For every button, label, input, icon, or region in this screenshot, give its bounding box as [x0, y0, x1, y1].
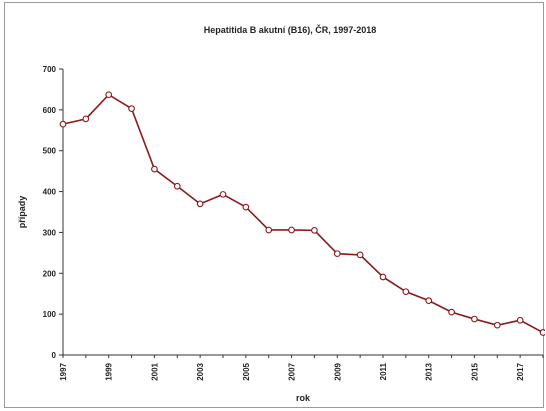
y-tick-label: 700 [43, 65, 57, 74]
data-point [59, 120, 67, 128]
chart-frame: Hepatitida B akutní (B16), ČR, 1997-2018… [4, 2, 545, 408]
data-point [196, 200, 204, 208]
data-point [379, 273, 387, 281]
data-point [288, 226, 295, 234]
y-tick-label: 400 [43, 188, 57, 197]
data-point [151, 165, 158, 173]
y-tick-label: 0 [52, 351, 57, 360]
x-axis-ticks: 1997 1999 2001 2003 2005 2007 2009 2011 2013 2015… [59, 355, 544, 381]
y-tick-label: 200 [43, 269, 57, 278]
data-point [128, 105, 135, 112]
x-axis-label: rok [296, 393, 311, 403]
x-tick-label: 2007 [288, 362, 297, 380]
x-tick-label: 1999 [105, 362, 114, 380]
data-point [311, 227, 318, 234]
data-point [333, 250, 341, 258]
line-chart: Hepatitida B akutní (B16), ČR, 1997-2018… [17, 24, 545, 403]
y-axis-ticks: 0 100 200 300 400 500 600 700 [43, 65, 63, 360]
data-point [356, 251, 364, 259]
series-line [62, 93, 544, 334]
x-tick-label: 2009 [333, 362, 342, 380]
x-tick-label: 2001 [150, 362, 159, 380]
x-tick-label: 2005 [242, 362, 251, 380]
y-tick-label: 600 [43, 106, 57, 115]
data-point [425, 297, 433, 305]
data-point [539, 329, 545, 336]
y-tick-label: 500 [43, 147, 57, 156]
data-point [219, 191, 227, 198]
chart-title: Hepatitida B akutní (B16), ČR, 1997-2018 [204, 24, 377, 35]
data-point [173, 182, 181, 190]
series-group [59, 91, 545, 336]
data-point [82, 115, 90, 123]
data-point [265, 226, 273, 234]
x-tick-label: 2003 [196, 362, 205, 380]
data-point [242, 203, 250, 211]
y-axis-label: případy [17, 196, 27, 229]
y-tick-label: 100 [43, 310, 57, 319]
x-tick-label: 2011 [379, 362, 388, 380]
x-tick-label: 2017 [516, 362, 525, 380]
x-tick-label: 2013 [425, 362, 434, 380]
data-point [402, 288, 410, 296]
data-point [448, 308, 455, 316]
x-tick-label: 2015 [470, 362, 479, 380]
x-tick-label: 1997 [59, 362, 68, 380]
data-point [516, 316, 524, 324]
data-point [471, 315, 478, 323]
data-point [105, 91, 113, 99]
data-point [493, 321, 501, 329]
y-tick-label: 300 [43, 228, 57, 237]
